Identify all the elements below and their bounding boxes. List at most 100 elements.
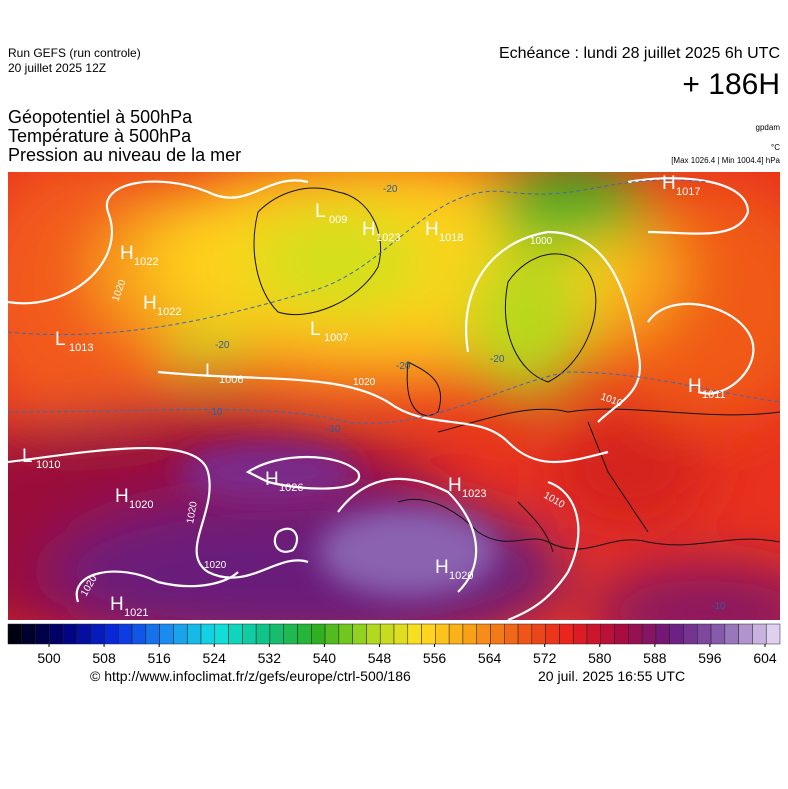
center-kind: L <box>55 329 66 350</box>
pressure-center: H 1022 <box>143 293 181 318</box>
colorbar-swatch <box>379 623 395 645</box>
colorbar-label: 548 <box>368 650 392 666</box>
center-value: 1006 <box>219 374 243 386</box>
titles: Géopotentiel à 500hPa Température à 500h… <box>8 108 241 165</box>
colorbar-swatch <box>669 623 684 645</box>
center-kind: H <box>110 594 124 615</box>
colorbar-swatch <box>586 623 602 645</box>
pressure-center: L 1013 <box>55 329 93 354</box>
center-kind: L <box>22 446 33 467</box>
center-kind: H <box>143 293 157 314</box>
pressure-center: L 1007 <box>310 319 348 344</box>
temperature-label: -10 <box>208 407 223 418</box>
contour-labels: 10201020100010101010102010201020-20-20-1… <box>79 184 726 612</box>
colorbar-swatch <box>752 623 767 645</box>
center-value: 1026 <box>279 482 303 494</box>
center-value: 1007 <box>324 332 348 344</box>
temperature-label: -10 <box>326 424 341 435</box>
pressure-center: H 1017 <box>662 173 700 198</box>
center-kind: L <box>205 361 216 382</box>
isobars <box>8 177 755 620</box>
title: Géopotentiel à 500hPa <box>8 107 193 127</box>
isotherms <box>8 179 780 424</box>
pressure-center: H 1023 <box>362 219 400 244</box>
center-value: 1011 <box>702 389 726 401</box>
colorbar-swatch <box>559 623 574 645</box>
colorbar-swatch <box>614 623 629 645</box>
colorbar-swatch <box>628 623 643 645</box>
center-value: 1020 <box>449 570 473 582</box>
valid-time: Echéance : lundi 28 juillet 2025 6h UTC <box>498 45 780 62</box>
colorbar-swatch <box>448 623 464 645</box>
center-value: 1022 <box>134 256 158 268</box>
colorbar-label: 596 <box>698 650 722 666</box>
colorbar-label: 588 <box>643 650 667 666</box>
colorbar-swatch <box>655 623 670 645</box>
colorbar-swatch <box>35 623 50 645</box>
colorbar-swatch <box>228 623 243 645</box>
colorbar-label: 500 <box>37 650 61 666</box>
isobar-label: 1020 <box>353 377 376 388</box>
temperature-label: -20 <box>396 361 411 372</box>
colorbar-swatch <box>393 623 409 645</box>
center-value: 1021 <box>124 607 148 619</box>
colorbar-swatch <box>255 623 271 645</box>
colorbar-swatch <box>131 623 147 645</box>
center-kind: L <box>310 319 321 340</box>
colorbar-label: 532 <box>258 650 282 666</box>
center-value: 1013 <box>69 342 93 354</box>
center-kind: H <box>425 219 439 240</box>
title: Température à 500hPa <box>8 126 192 146</box>
center-value: 1010 <box>36 459 60 471</box>
colorbar-label: 556 <box>423 650 447 666</box>
colorbar-swatch <box>352 623 367 645</box>
colorbar-swatch <box>724 623 739 645</box>
colorbar-swatch <box>710 623 726 645</box>
pressure-center: L 1006 <box>205 361 243 386</box>
pressure-center: H 1018 <box>425 219 463 244</box>
coastlines <box>253 187 780 553</box>
colorbar-label: 540 <box>313 650 337 666</box>
colorbar-swatch <box>683 623 698 645</box>
center-kind: H <box>362 219 376 240</box>
colorbar-swatch <box>600 623 615 645</box>
colorbar-label: 564 <box>478 650 502 666</box>
temperature-label: -10 <box>711 601 726 612</box>
colorbar-label: 524 <box>203 650 227 666</box>
colorbar-swatch <box>765 623 781 645</box>
colorbar-label: 580 <box>588 650 612 666</box>
pressure-center: L 1010 <box>22 446 60 471</box>
colorbar-swatch <box>76 623 91 645</box>
colorbar-swatch <box>366 623 381 645</box>
pressure-center: H 1020 <box>115 486 153 511</box>
colorbar-swatch <box>145 623 160 645</box>
colorbar-swatch <box>62 623 78 645</box>
colorbar-swatch <box>297 623 312 645</box>
colorbar-label: 604 <box>753 650 777 666</box>
colorbar-swatch <box>338 623 353 645</box>
colorbar-swatch <box>242 623 257 645</box>
colorbar-swatch <box>269 623 284 645</box>
colorbar-swatch <box>545 623 560 645</box>
run-info: Run GEFS (run controle) 20 juillet 2025 … <box>8 46 141 76</box>
center-value: 1022 <box>157 306 181 318</box>
center-kind: H <box>662 173 676 194</box>
colorbar-label: 508 <box>92 650 116 666</box>
colorbar-swatch <box>7 623 23 645</box>
colorbar-swatch <box>407 623 422 645</box>
title: Pression au niveau de la mer <box>8 145 242 165</box>
pressure-center: H 1011 <box>688 376 726 401</box>
center-value: 009 <box>329 214 347 226</box>
colorbar-swatch <box>572 623 588 645</box>
center-kind: H <box>448 475 462 496</box>
center-value: 1017 <box>676 186 700 198</box>
pressure-center: H 1022 <box>120 243 158 268</box>
colorbar-swatch <box>490 623 505 645</box>
unit-geopotential: gpdam <box>755 123 780 132</box>
pressure-center: H 1026 <box>265 469 303 494</box>
colorbar-swatch <box>21 623 36 645</box>
colorbar-swatch <box>159 623 174 645</box>
colorbar-swatch <box>214 623 229 645</box>
